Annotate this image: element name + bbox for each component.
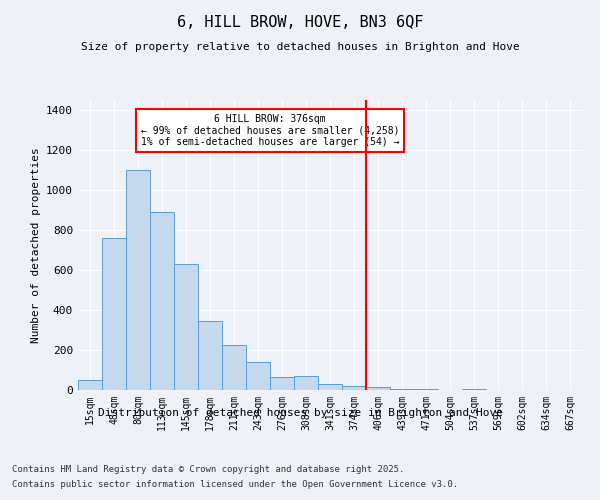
Bar	[102, 238, 126, 390]
Bar	[294, 376, 318, 390]
Bar	[318, 384, 342, 390]
Bar	[222, 345, 246, 390]
Text: Contains public sector information licensed under the Open Government Licence v3: Contains public sector information licen…	[12, 480, 458, 489]
Bar	[462, 389, 486, 390]
Text: 6 HILL BROW: 376sqm
← 99% of detached houses are smaller (4,258)
1% of semi-deta: 6 HILL BROW: 376sqm ← 99% of detached ho…	[141, 114, 399, 147]
Bar	[342, 386, 366, 390]
Text: 6, HILL BROW, HOVE, BN3 6QF: 6, HILL BROW, HOVE, BN3 6QF	[177, 15, 423, 30]
Bar	[174, 264, 198, 390]
Bar	[366, 387, 390, 390]
Text: Distribution of detached houses by size in Brighton and Hove: Distribution of detached houses by size …	[97, 408, 503, 418]
Bar	[78, 380, 102, 390]
Bar	[150, 212, 174, 390]
Bar	[390, 389, 414, 390]
Bar	[270, 377, 294, 390]
Bar	[198, 321, 222, 390]
Text: Size of property relative to detached houses in Brighton and Hove: Size of property relative to detached ho…	[80, 42, 520, 52]
Text: Contains HM Land Registry data © Crown copyright and database right 2025.: Contains HM Land Registry data © Crown c…	[12, 465, 404, 474]
Bar	[126, 170, 150, 390]
Bar	[246, 362, 270, 390]
Bar	[414, 389, 438, 390]
Y-axis label: Number of detached properties: Number of detached properties	[31, 147, 41, 343]
